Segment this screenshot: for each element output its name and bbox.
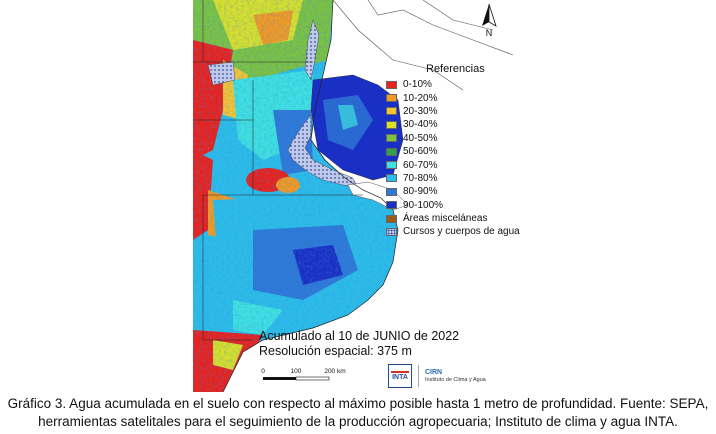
scale-tick-label: 200 km: [324, 368, 345, 375]
caption-line-2: herramientas satelitales para el seguimi…: [38, 413, 678, 429]
legend-item: 0-10%: [386, 78, 546, 91]
legend: Referencias 0-10% 10-20% 20-30% 30-40% 4…: [386, 63, 546, 239]
legend-label: 40-50%: [403, 132, 438, 144]
legend-label: 60-70%: [403, 159, 438, 171]
legend-item: 90-100%: [386, 199, 546, 212]
logo-divider: [418, 365, 419, 387]
legend-item: 60-70%: [386, 158, 546, 171]
legend-label: 50-60%: [403, 146, 438, 158]
legend-swatch: [386, 94, 397, 103]
legend-item: 80-90%: [386, 185, 546, 198]
legend-swatch: [386, 201, 397, 210]
cirn-logo: CIRN Instituto de Clima y Agua: [425, 369, 486, 384]
map-canvas: [193, 0, 523, 392]
province-borders: [193, 0, 363, 341]
institute-name: Instituto de Clima y Agua: [425, 376, 486, 383]
caption-line-1: Gráfico 3. Agua acumulada en el suelo co…: [7, 396, 709, 411]
cirn-logo-text: CIRN: [425, 368, 443, 376]
legend-label: 30-40%: [403, 119, 438, 131]
legend-swatch: [386, 174, 397, 183]
legend-label: 10-20%: [403, 92, 438, 104]
scale-tick-label: 100: [291, 368, 302, 375]
legend-swatch: [386, 134, 397, 143]
legend-label: 80-90%: [403, 186, 438, 198]
legend-swatch: [386, 80, 397, 89]
legend-item: 10-20%: [386, 91, 546, 104]
legend-item: 20-30%: [386, 105, 546, 118]
legend-item: 70-80%: [386, 172, 546, 185]
legend-swatch: [386, 147, 397, 156]
legend-list: 0-10% 10-20% 20-30% 30-40% 40-50% 50-60%…: [386, 78, 546, 239]
legend-swatch: [386, 107, 397, 116]
legend-label: Cursos y cuerpos de agua: [403, 226, 520, 238]
map-date-label: Acumulado al 10 de JUNIO de 2022: [259, 329, 460, 343]
soil-water-map: [193, 0, 523, 392]
legend-title: Referencias: [426, 63, 485, 75]
figure-caption: Gráfico 3. Agua acumulada en el suelo co…: [0, 395, 716, 430]
legend-item: 50-60%: [386, 145, 546, 158]
legend-item: 30-40%: [386, 118, 546, 131]
legend-item: 40-50%: [386, 132, 546, 145]
inta-logo-text: INTA: [392, 373, 408, 381]
legend-item: Cursos y cuerpos de agua: [386, 225, 546, 238]
scale-tick-label: 0: [261, 368, 265, 375]
north-arrow-icon: N: [482, 3, 497, 38]
inta-logo: INTA: [388, 364, 412, 388]
legend-swatch: [386, 187, 397, 196]
north-arrow: N: [478, 2, 500, 38]
scale-bar-graphic: 0 100 200 km: [261, 368, 346, 381]
legend-swatch: [386, 120, 397, 129]
legend-item: Áreas misceláneas: [386, 212, 546, 225]
parana-river: [287, 114, 359, 189]
neighbor-borders: [332, 0, 514, 91]
legend-swatch: [386, 214, 397, 223]
legend-label: Áreas misceláneas: [403, 213, 488, 225]
legend-label: 0-10%: [403, 79, 432, 91]
legend-label: 70-80%: [403, 172, 438, 184]
legend-label: 20-30%: [403, 105, 438, 117]
scale-bar: 0 100 200 km: [255, 365, 365, 387]
legend-label: 90-100%: [403, 199, 444, 211]
logos: INTA CIRN Instituto de Clima y Agua: [388, 364, 486, 388]
map-resolution-label: Resolución espacial: 375 m: [259, 344, 412, 358]
scale-segment: [263, 377, 296, 380]
north-label: N: [486, 28, 493, 38]
scale-segment: [295, 376, 330, 381]
legend-swatch: [386, 227, 397, 236]
legend-swatch: [386, 161, 397, 170]
